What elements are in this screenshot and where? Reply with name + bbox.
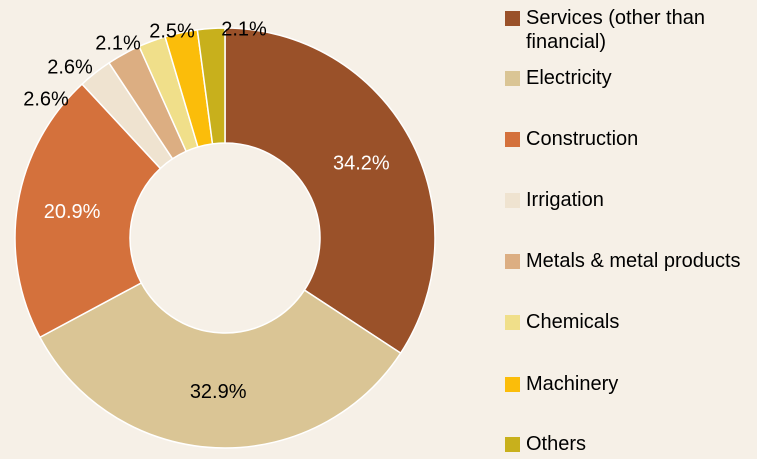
data-label: 34.2% (333, 153, 390, 175)
data-label: 2.6% (47, 56, 93, 78)
legend-item: Machinery (505, 372, 745, 396)
legend-item: Services (other than financial) (505, 6, 745, 54)
legend-label: Construction (526, 128, 639, 150)
legend-label: Others (526, 433, 587, 455)
donut-slice (38, 281, 402, 449)
legend-item: Construction (505, 127, 745, 151)
legend-item: Irrigation (505, 188, 745, 212)
legend-swatch (505, 11, 520, 26)
donut-slice (224, 27, 436, 355)
legend-swatch (505, 377, 520, 392)
legend-swatch (505, 254, 520, 269)
legend-label: Chemicals (526, 311, 620, 333)
legend-item: Chemicals (505, 310, 745, 334)
legend-swatch (505, 193, 520, 208)
data-label: 20.9% (44, 201, 101, 223)
data-label: 2.6% (23, 88, 69, 110)
data-label: 2.1% (95, 32, 141, 54)
legend-label: Services (other than financial) (526, 7, 705, 53)
legend-swatch (505, 437, 520, 452)
data-label: 2.5% (149, 20, 195, 42)
legend-label: Electricity (526, 67, 612, 89)
donut-slice (196, 27, 226, 145)
legend-label: Metals & metal products (526, 250, 741, 272)
legend-item: Others (505, 432, 745, 456)
data-label: 32.9% (190, 381, 247, 403)
legend-item: Electricity (505, 66, 745, 90)
legend-swatch (505, 71, 520, 86)
legend-item: Metals & metal products (505, 249, 745, 273)
legend-swatch (505, 132, 520, 147)
legend-swatch (505, 315, 520, 330)
legend-label: Machinery (526, 373, 619, 395)
donut-slice (14, 83, 162, 339)
legend-label: Irrigation (526, 189, 604, 211)
data-label: 2.1% (221, 18, 267, 40)
